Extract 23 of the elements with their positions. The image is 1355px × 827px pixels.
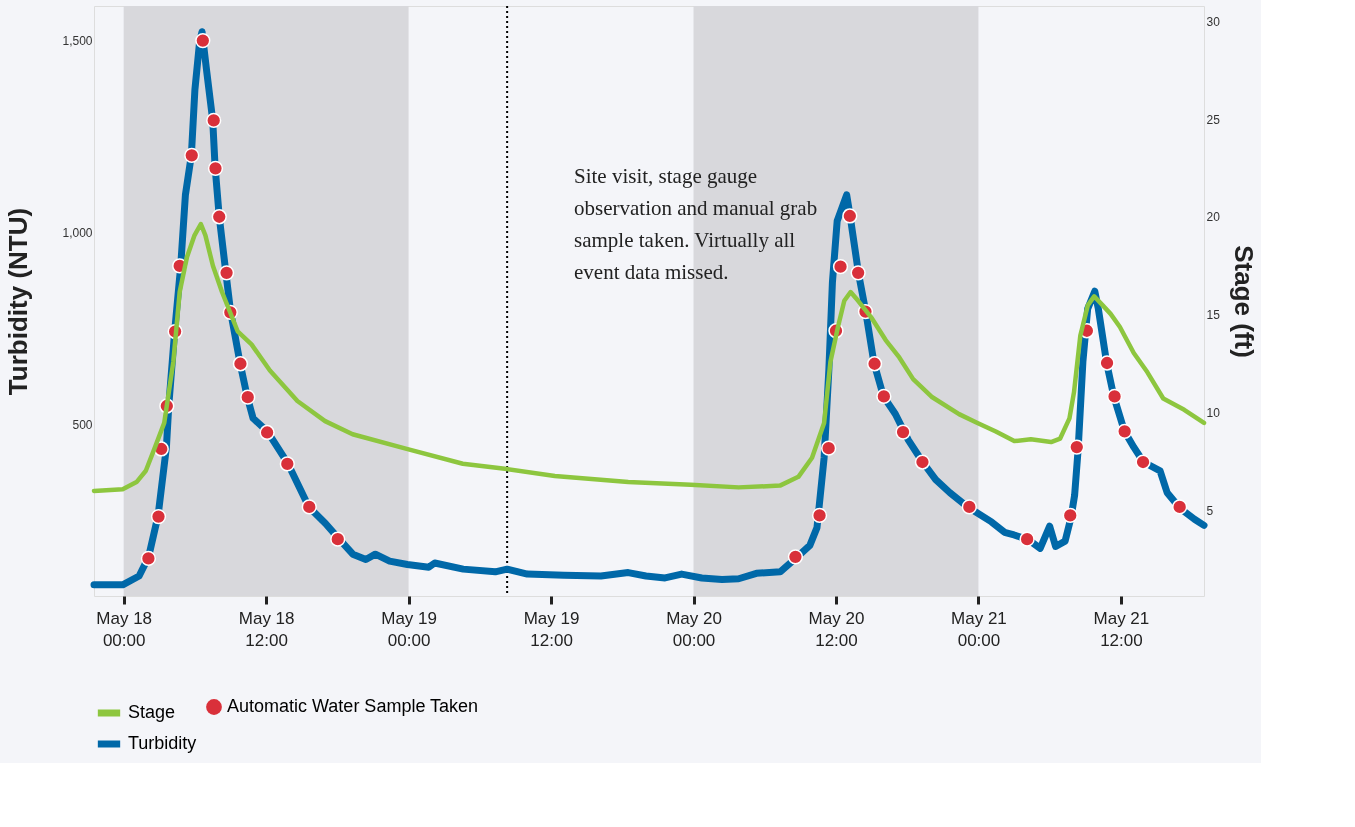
x-tick-label: May 20 12:00 [808,608,865,650]
legend-label: Turbidity [128,733,197,753]
x-tick-label: May 19 12:00 [523,608,580,650]
y-axis-title: Turbidity (NTU) [3,207,34,396]
y-tick-label: 1,000 [62,225,93,240]
x-tick-label: May 21 00:00 [951,608,1007,650]
y-tick-label: 1,500 [62,34,93,49]
x-tick-label: May 18 00:00 [96,608,153,650]
annotation: Site visit, stage gauge observation and manual grab sample taken. Virtually all event data missed. [574,164,818,284]
y2-tick-label: 30 [1206,15,1221,30]
y-tick-label: 500 [72,417,93,432]
x-tick-label: May 19 00:00 [381,608,437,650]
x-tick-label: May 21 12:00 [1093,608,1150,650]
x-tick-label: May 18 12:00 [238,608,295,650]
legend-label: Stage [128,702,176,722]
x-tick-label: May 20 00:00 [666,608,722,650]
y2-tick-label: 15 [1206,308,1221,323]
y2-tick-label: 25 [1206,112,1221,127]
y2-tick-label: 20 [1206,210,1221,225]
legend-label: Automatic Water Sample Taken [227,696,479,716]
y2-tick-label: 10 [1206,405,1221,420]
y2-tick-label: 5 [1206,503,1214,518]
y2-axis-title: Stage (ft) [1228,245,1259,358]
